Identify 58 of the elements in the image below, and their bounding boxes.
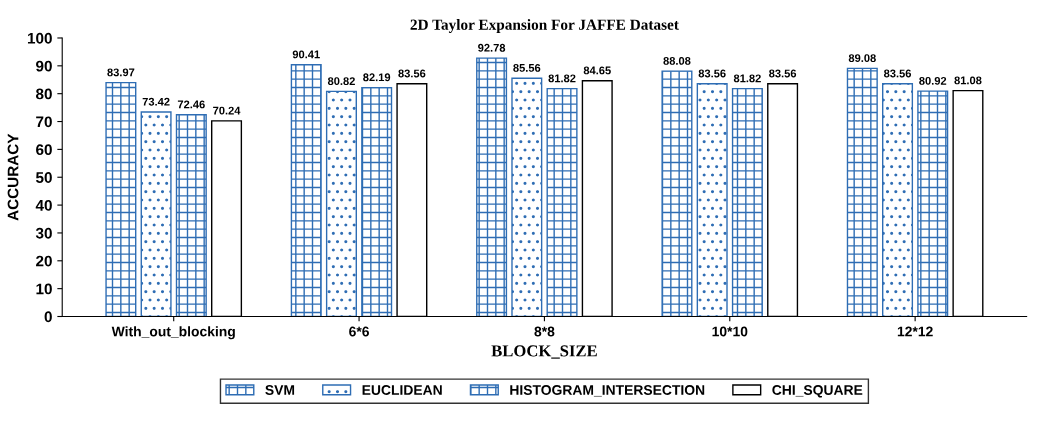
legend-label: CHI_SQUARE (772, 385, 863, 398)
legend-label: HISTOGRAM_INTERSECTION (510, 385, 705, 397)
y-tick-label: 30 (35, 227, 52, 239)
y-tick-label: 90 (36, 60, 52, 72)
legend-label: SVM (265, 385, 295, 395)
data-label: 80.92 (919, 76, 947, 85)
data-label: 83.97 (107, 68, 135, 77)
bar (140, 111, 172, 317)
data-label: 92.78 (478, 43, 506, 52)
data-label: 82.19 (363, 73, 391, 82)
data-label: 89.08 (848, 54, 876, 63)
data-label: 83.56 (698, 69, 726, 78)
bar (696, 83, 728, 317)
bar (661, 70, 693, 317)
y-tick-label: 70 (36, 116, 52, 128)
data-label: 83.56 (883, 69, 912, 78)
y-tick-label: 10 (36, 283, 52, 295)
chart-title: 2D Taylor Expansion For JAFFE Dataset (410, 19, 679, 33)
bar (476, 57, 508, 317)
bar (882, 83, 914, 317)
y-tick-label: 100 (27, 32, 52, 44)
y-tick-label: 60 (36, 144, 52, 156)
x-tick-label: 10*10 (712, 326, 748, 337)
x-tick-label: 6*6 (349, 326, 369, 337)
y-axis-title: ACCURACY (7, 133, 19, 221)
data-label: 88.08 (663, 56, 691, 65)
x-tick-label: 12*12 (897, 326, 933, 337)
data-label: 90.41 (292, 50, 320, 59)
y-tick-label: 50 (35, 172, 52, 183)
y-tick-label: 0 (44, 311, 52, 323)
data-label: 73.42 (142, 97, 170, 106)
data-label: 84.65 (583, 66, 611, 75)
bar (325, 90, 357, 317)
data-label: 83.56 (398, 69, 426, 78)
bar (361, 86, 393, 317)
bar (290, 63, 322, 317)
y-tick-label: 40 (35, 199, 52, 211)
x-tick-label: With_out_blocking (111, 326, 235, 340)
bar (731, 87, 763, 317)
data-label: 70.24 (213, 106, 241, 115)
data-label: 83.56 (769, 69, 797, 78)
bar (511, 77, 543, 317)
bar (175, 113, 207, 317)
bar (546, 87, 578, 317)
data-label: 81.08 (954, 76, 982, 85)
legend-label: EUCLIDEAN (362, 385, 442, 395)
y-tick-label: 20 (36, 255, 52, 267)
data-label: 85.56 (513, 63, 541, 72)
data-label: 81.82 (733, 74, 761, 83)
y-tick-label: 80 (35, 88, 52, 100)
data-label: 80.82 (327, 77, 355, 86)
bar (846, 67, 878, 317)
data-label: 81.82 (548, 74, 576, 83)
x-tick-label: 8*8 (534, 326, 555, 337)
bar (105, 81, 137, 317)
x-axis-title: BLOCK_SIZE (491, 345, 597, 359)
bar (917, 90, 949, 317)
data-label: 72.46 (177, 100, 205, 109)
